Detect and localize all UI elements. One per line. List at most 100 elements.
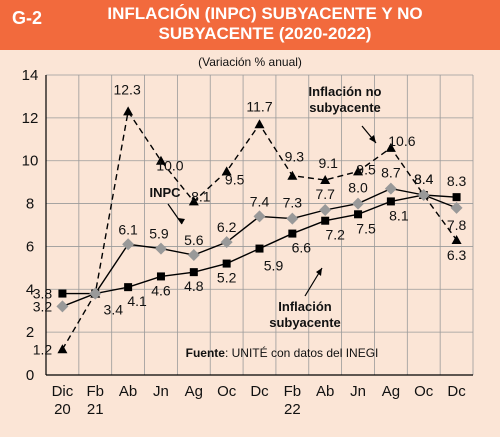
annotation-arrowhead (316, 268, 322, 276)
data-point-diamond (56, 300, 69, 313)
x-tick-label: Ag (382, 383, 400, 400)
plot-background (0, 50, 500, 437)
data-label: 8.4 (414, 171, 434, 187)
x-tick-label: Jn (350, 383, 366, 400)
data-point-square (189, 268, 198, 277)
x-tick-label: 20 (54, 401, 71, 418)
data-label: 3.8 (33, 286, 53, 302)
x-tick-label: Dc (447, 383, 466, 400)
data-point-triangle (287, 170, 298, 180)
data-label: 8.7 (381, 165, 401, 181)
source-note: Fuente: UNITÉ con datos del INEGI (186, 345, 379, 360)
data-label: 8.1 (389, 207, 409, 223)
data-point-diamond (154, 242, 167, 255)
data-point-square (58, 289, 67, 298)
data-label: 6.3 (447, 247, 467, 263)
x-tick-label: Oc (414, 383, 434, 400)
data-label: 6.2 (217, 219, 237, 235)
data-point-square (321, 216, 330, 225)
x-tick-label: Fb (284, 383, 302, 400)
chart-subtitle: (Variación % anual) (198, 55, 302, 69)
data-label: 5.6 (184, 232, 204, 248)
data-label: 7.4 (250, 193, 270, 209)
data-point-square (124, 283, 133, 292)
annotation-inpc: INPC (149, 185, 181, 200)
data-label: 5.9 (149, 226, 169, 242)
data-label: 4.8 (184, 278, 204, 294)
data-label: 9.5 (356, 161, 376, 177)
data-label: 5.2 (217, 270, 237, 286)
y-tick-label: 10 (22, 153, 39, 170)
data-label: 8.4 (414, 171, 434, 187)
data-point-diamond (89, 287, 102, 300)
data-point-triangle (353, 166, 364, 176)
data-point-triangle (221, 166, 232, 176)
x-tick-label: Ab (316, 383, 334, 400)
data-label: 5.9 (264, 258, 284, 274)
data-label: 4.6 (151, 282, 171, 298)
figure-code: G-2 (12, 8, 43, 28)
data-label: 7.2 (325, 227, 345, 243)
annotation-core: Inflación (278, 299, 332, 314)
data-point-square (288, 229, 297, 238)
x-tick-label: Jn (153, 383, 169, 400)
data-label: 6.1 (118, 221, 138, 237)
data-point-triangle (123, 106, 134, 116)
y-tick-label: 6 (26, 238, 34, 255)
data-point-triangle (320, 175, 331, 184)
x-tick-label: Ab (119, 383, 137, 400)
annotation-noncore: subyacente (309, 100, 381, 115)
data-label: 9.5 (225, 171, 245, 187)
x-tick-label: Dic (52, 383, 74, 400)
data-point-square (156, 272, 165, 281)
data-point-triangle (385, 142, 396, 152)
x-tick-label: 22 (284, 401, 301, 418)
data-label: 12.3 (113, 81, 140, 97)
chart-title: INFLACIÓN (INPC) SUBYACENTE Y NO SUBYACE… (107, 4, 423, 43)
data-point-diamond (253, 210, 266, 223)
chart-header: G-2 INFLACIÓN (INPC) SUBYACENTE Y NO SUB… (0, 0, 500, 50)
data-point-square (222, 259, 231, 268)
data-label: 9.3 (285, 149, 305, 165)
data-label: 7.5 (356, 220, 376, 236)
data-point-diamond (384, 182, 397, 195)
y-tick-label: 4 (26, 281, 34, 298)
y-tick-label: 2 (26, 324, 34, 341)
data-label: 4.1 (127, 293, 147, 309)
data-label: 10.0 (156, 158, 183, 174)
data-point-square (386, 197, 395, 206)
y-tick-label: 14 (22, 67, 39, 84)
annotation-arrowhead (369, 135, 376, 143)
data-label: 10.6 (388, 133, 415, 149)
x-tick-label: Dc (250, 383, 269, 400)
data-label: 6.6 (292, 240, 312, 256)
data-point-diamond (122, 238, 135, 251)
data-label: 1.2 (33, 341, 53, 357)
annotation-core: subyacente (269, 315, 341, 330)
data-point-diamond (220, 236, 233, 249)
data-point-diamond (187, 249, 200, 261)
data-point-diamond (319, 204, 332, 216)
source-label: Fuente (186, 346, 226, 360)
data-label: 7.7 (315, 186, 335, 202)
data-point-diamond (352, 197, 365, 210)
data-label: 3.4 (104, 302, 124, 318)
data-label: 8.1 (191, 188, 211, 204)
source-text: : UNITÉ con datos del INEGI (225, 345, 378, 360)
data-point-square (452, 193, 461, 202)
data-label: 7.3 (283, 195, 303, 211)
data-labels: 3.2 6.1 5.9 5.6 6.2 7.4 7.3 7.7 8.0 8.7 8.4 7.8 3.8 4… (33, 81, 467, 357)
data-point-triangle (155, 155, 166, 165)
x-tick-label: Ag (185, 383, 203, 400)
data-label: 11.7 (246, 98, 272, 114)
y-tick-label: 12 (22, 110, 39, 127)
x-tick-label: Fb (87, 383, 105, 400)
x-tick-label: Oc (217, 383, 237, 400)
x-tick-label: 21 (87, 401, 104, 418)
data-point-square (255, 244, 264, 253)
annotation-noncore: Inflación no (309, 84, 382, 99)
data-label: 8.3 (447, 173, 467, 189)
data-point-triangle (451, 235, 462, 244)
